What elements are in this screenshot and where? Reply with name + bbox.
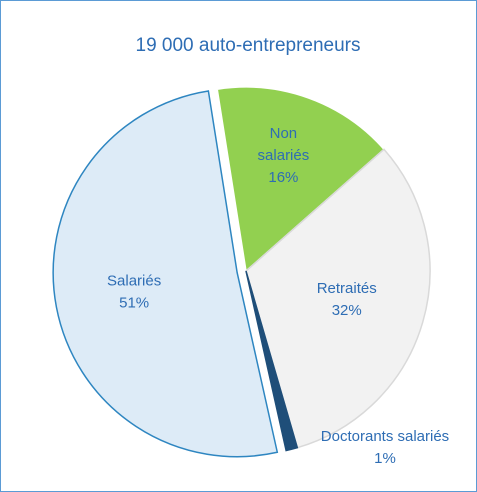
slice-label: Salariés [107,272,161,289]
pie-slice [245,148,431,449]
pie-slice [216,86,386,273]
chart-title: 19 000 auto-entrepreneurs [136,35,361,56]
slice-label: Non salariés [258,125,310,164]
slice-label: Doctorants salariés [321,428,449,445]
slice-value-label: 32% [332,302,362,319]
slice-value-label: 1% [374,450,396,467]
slice-label: Retraités [317,280,377,297]
pie-slice [52,90,279,458]
slice-value-label: 16% [268,169,298,186]
pie-slice [245,270,299,452]
slice-value-label: 51% [119,294,149,311]
